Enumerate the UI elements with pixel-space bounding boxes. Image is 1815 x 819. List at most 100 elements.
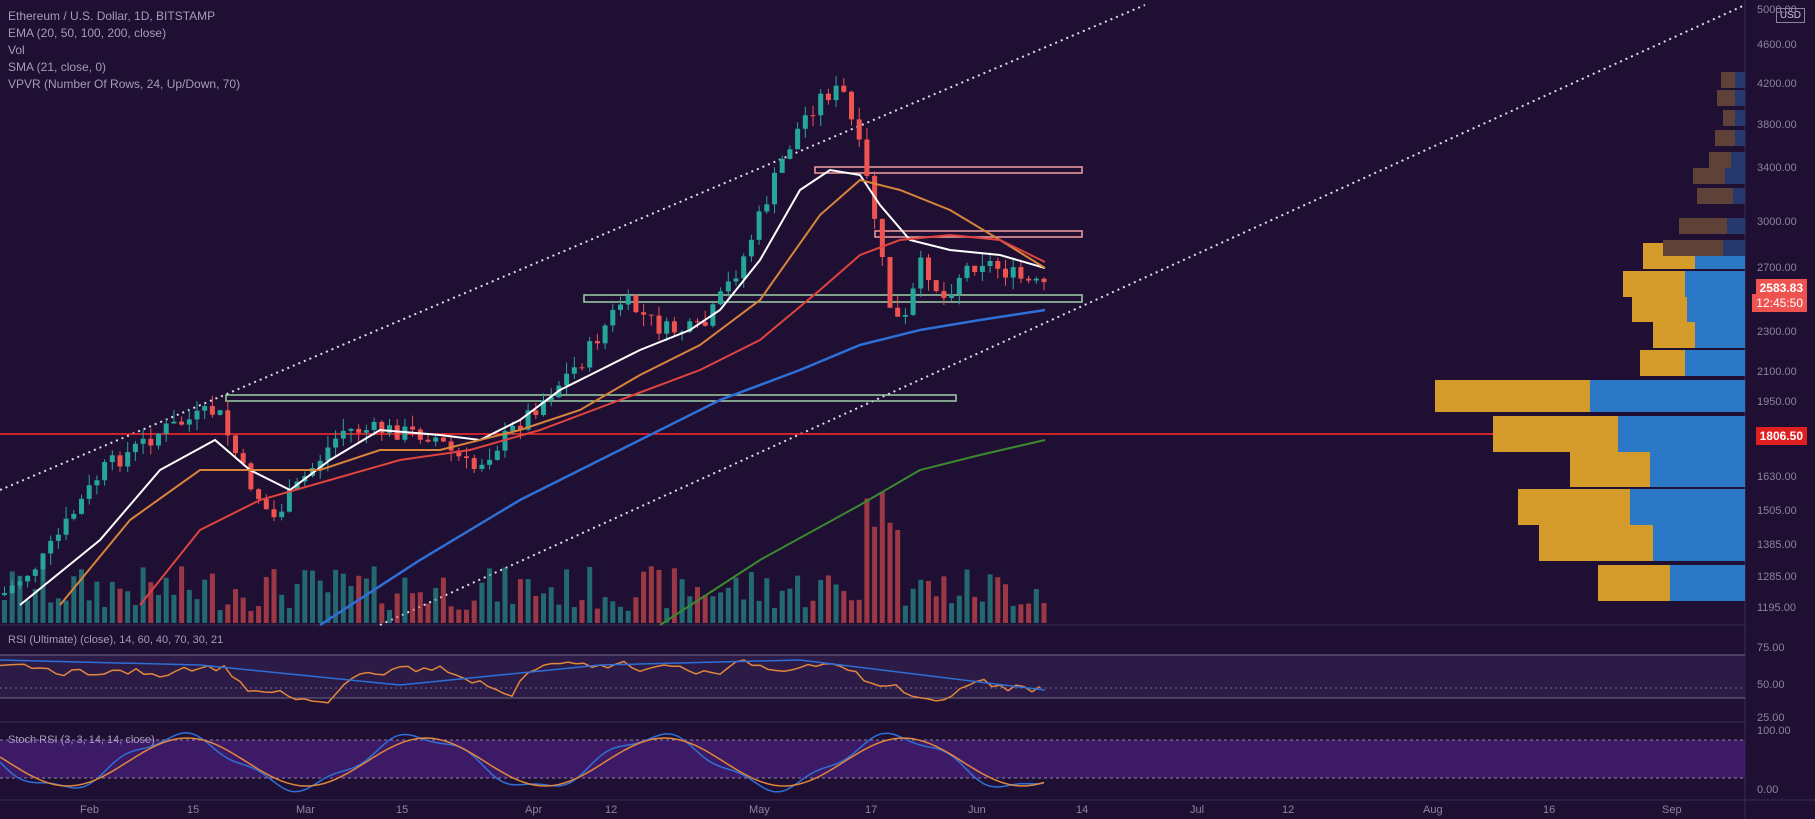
candle-body bbox=[40, 553, 46, 570]
sma-legend[interactable]: SMA (21, close, 0) bbox=[8, 60, 107, 74]
candle-body bbox=[1041, 278, 1047, 283]
candle-body bbox=[317, 460, 323, 469]
time-tick-label: Aug bbox=[1423, 804, 1443, 816]
price-tick-label: 3400.00 bbox=[1757, 162, 1797, 174]
currency-badge[interactable]: USD bbox=[1775, 8, 1805, 23]
volume-bar bbox=[233, 589, 238, 623]
volume-profile-up bbox=[1663, 240, 1723, 256]
volume-bar bbox=[225, 604, 231, 623]
candle-body bbox=[55, 534, 61, 541]
candle-body bbox=[849, 91, 854, 120]
ema-legend[interactable]: EMA (20, 50, 100, 200, close) bbox=[8, 26, 167, 40]
candle-body bbox=[410, 426, 416, 430]
candle-body bbox=[687, 321, 693, 332]
volume-bar bbox=[394, 593, 400, 623]
volume-bar bbox=[671, 568, 677, 623]
stoch-k-line bbox=[0, 731, 1045, 793]
candle-body bbox=[525, 410, 531, 430]
candle-body bbox=[1010, 267, 1016, 278]
candle-body bbox=[263, 499, 269, 510]
volume-bar bbox=[17, 575, 23, 623]
candle-body bbox=[171, 421, 177, 424]
stoch-title[interactable]: Stoch RSI (3, 3, 14, 14, close) bbox=[8, 734, 155, 746]
volume-profile-down bbox=[1731, 152, 1745, 168]
volume-bar bbox=[810, 600, 816, 623]
candle-body bbox=[1033, 278, 1039, 281]
volume-bar bbox=[618, 606, 623, 623]
candle-body bbox=[756, 211, 762, 240]
volume-bar bbox=[317, 580, 323, 623]
candle-body bbox=[71, 513, 77, 519]
candle-body bbox=[779, 158, 785, 173]
volume-bar bbox=[448, 606, 454, 623]
time-tick-label: Apr bbox=[525, 804, 543, 816]
candle-body bbox=[641, 312, 647, 315]
volume-bar bbox=[710, 596, 716, 623]
volume-bar bbox=[856, 599, 862, 623]
candle-body bbox=[225, 410, 231, 436]
candle-body bbox=[2, 593, 7, 595]
time-tick-label: Mar bbox=[296, 804, 315, 816]
volume-bar bbox=[633, 597, 639, 623]
vol-legend[interactable]: Vol bbox=[8, 43, 25, 57]
volume-bar bbox=[410, 593, 416, 623]
volume-bar bbox=[787, 588, 793, 623]
candle-body bbox=[579, 367, 585, 369]
candle-body bbox=[964, 265, 970, 278]
candle-body bbox=[979, 265, 985, 272]
candle-body bbox=[895, 307, 901, 317]
volume-bar bbox=[425, 603, 431, 623]
volume-bar bbox=[417, 592, 423, 623]
candle-body bbox=[25, 575, 31, 582]
candle-body bbox=[417, 429, 423, 440]
volume-bar bbox=[363, 578, 369, 623]
candle-body bbox=[387, 425, 392, 433]
candle-body bbox=[363, 430, 369, 433]
candle-body bbox=[1018, 267, 1024, 279]
symbol-title[interactable]: Ethereum / U.S. Dollar, 1D, BITSTAMP bbox=[8, 9, 216, 23]
price-tick-label: 2100.00 bbox=[1757, 366, 1797, 378]
volume-profile-down bbox=[1725, 168, 1745, 184]
candle-body bbox=[656, 315, 662, 334]
candle-body bbox=[286, 489, 292, 512]
volume-profile-up bbox=[1493, 416, 1618, 452]
candle-body bbox=[179, 421, 185, 425]
candle-body bbox=[972, 265, 978, 272]
volume-bar bbox=[764, 578, 770, 623]
volume-bar bbox=[825, 575, 831, 623]
candle-body bbox=[186, 419, 192, 425]
volume-bar bbox=[895, 529, 901, 623]
volume-bar bbox=[1041, 603, 1047, 623]
rsi-title[interactable]: RSI (Ultimate) (close), 14, 60, 40, 70, … bbox=[8, 634, 224, 646]
candle-body bbox=[571, 367, 577, 374]
volume-profile-up bbox=[1570, 451, 1650, 487]
volume-profile-down bbox=[1685, 271, 1745, 297]
volume-bar bbox=[256, 606, 262, 623]
volume-bar bbox=[379, 603, 385, 623]
volume-bar bbox=[179, 566, 185, 623]
time-tick-label: 15 bbox=[396, 804, 409, 816]
candle-body bbox=[941, 291, 947, 298]
candle-body bbox=[456, 450, 462, 457]
candle-body bbox=[279, 511, 285, 518]
volume-bar bbox=[286, 607, 292, 623]
volume-profile-down bbox=[1685, 350, 1745, 376]
volume-bar bbox=[1010, 605, 1016, 623]
volume-bar bbox=[209, 573, 215, 623]
candle-body bbox=[63, 518, 69, 535]
volume-bar bbox=[533, 595, 539, 623]
volume-bar bbox=[802, 607, 808, 623]
volume-bar bbox=[756, 600, 762, 623]
vpvr-legend[interactable]: VPVR (Number Of Rows, 24, Up/Down, 70) bbox=[8, 77, 241, 91]
candle-body bbox=[217, 410, 223, 415]
volume-bar bbox=[132, 605, 138, 623]
volume-bar bbox=[102, 606, 108, 623]
candle-body bbox=[602, 325, 608, 344]
candle-body bbox=[125, 452, 131, 467]
candle-body bbox=[256, 489, 262, 500]
candle-body bbox=[648, 314, 654, 316]
volume-profile-down bbox=[1735, 90, 1745, 106]
candle-body bbox=[610, 309, 616, 326]
